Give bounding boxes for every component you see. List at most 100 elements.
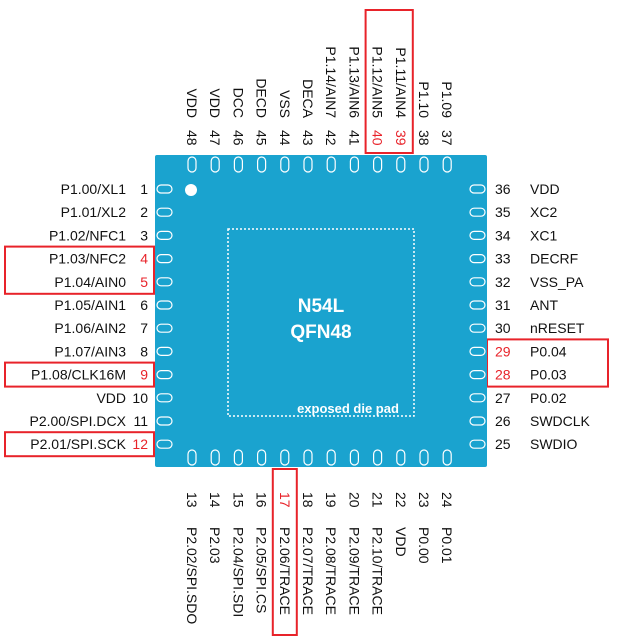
pin-number: 25 xyxy=(495,436,511,452)
pin-number: 46 xyxy=(230,130,246,146)
pin-number: 45 xyxy=(254,130,270,146)
pin-pad xyxy=(470,394,485,402)
pin-number: 3 xyxy=(140,227,148,243)
pin-number: 34 xyxy=(495,227,511,243)
pin-number: 30 xyxy=(495,320,511,336)
pin-number: 11 xyxy=(133,413,148,429)
pin-pad xyxy=(157,255,172,263)
pin-number: 47 xyxy=(207,130,223,146)
pin-pad xyxy=(234,450,242,465)
pin-number: 20 xyxy=(346,492,362,508)
pin-number: 41 xyxy=(346,130,362,146)
pin-number: 22 xyxy=(393,492,409,508)
pin-number: 33 xyxy=(495,251,511,267)
pin-number: 2 xyxy=(140,204,148,220)
pin-pad xyxy=(188,450,196,465)
pin-label: ANT xyxy=(530,297,558,313)
pin-label: P1.03/NFC2 xyxy=(49,251,126,267)
pin-pad xyxy=(157,208,172,216)
pin-label: nRESET xyxy=(530,320,585,336)
pin-number: 28 xyxy=(495,367,511,383)
pin-pad xyxy=(211,157,219,172)
pin1-marker-dot xyxy=(185,184,197,196)
pin-label: P1.07/AIN3 xyxy=(54,343,126,359)
pin-label: SWDIO xyxy=(530,436,578,452)
pin-label: XC1 xyxy=(530,227,557,243)
pin-number: 4 xyxy=(140,251,148,267)
pin-number: 37 xyxy=(439,130,455,146)
pin-pad xyxy=(157,231,172,239)
exposed-die-pad-label: exposed die pad xyxy=(297,401,399,416)
pin-pad xyxy=(304,157,312,172)
pin-pad xyxy=(470,440,485,448)
pin-label: P2.04/SPI.SDI xyxy=(230,527,246,617)
pin-pad xyxy=(157,347,172,355)
pin-label: P1.04/AIN0 xyxy=(54,274,126,290)
pin-label: P0.03 xyxy=(530,367,567,383)
pin-pad xyxy=(304,450,312,465)
pin-number: 36 xyxy=(495,181,511,197)
pin-number: 21 xyxy=(370,492,386,508)
pin-pad xyxy=(281,157,289,172)
pin-number: 48 xyxy=(184,130,200,146)
pin-label: P1.09 xyxy=(439,81,455,118)
pin-label: P2.08/TRACE xyxy=(323,527,339,615)
pin-label: VSS_PA xyxy=(530,274,584,290)
pin-pad xyxy=(397,157,405,172)
pin-label: P1.14/AIN7 xyxy=(323,46,339,118)
pin-label: VDD xyxy=(393,527,409,557)
pin-pad xyxy=(470,301,485,309)
pin-label: P2.03 xyxy=(207,527,223,564)
pin-pad xyxy=(157,278,172,286)
pin-pad xyxy=(258,450,266,465)
pin-number: 12 xyxy=(132,436,148,452)
pin-pad xyxy=(443,157,451,172)
pin-label: DECA xyxy=(300,79,316,119)
pin-label: P1.01/XL2 xyxy=(61,204,127,220)
pin-label: XC2 xyxy=(530,204,557,220)
pin-label: P1.08/CLK16M xyxy=(31,367,126,383)
pin-pad xyxy=(374,157,382,172)
pin-number: 5 xyxy=(140,274,148,290)
pin-number: 9 xyxy=(140,367,148,383)
chip-title-line2: QFN48 xyxy=(290,322,351,343)
pin-number: 10 xyxy=(132,390,148,406)
pin-label: DCC xyxy=(230,88,246,118)
pin-number: 1 xyxy=(140,181,148,197)
pin-number: 19 xyxy=(323,492,339,508)
pin-number: 15 xyxy=(230,492,246,508)
pin-number: 43 xyxy=(300,130,316,146)
pin-label: P1.13/AIN6 xyxy=(346,46,362,118)
pin-number: 23 xyxy=(416,492,432,508)
pin-number: 39 xyxy=(393,130,409,146)
pin-label: P2.10/TRACE xyxy=(370,527,386,615)
chip-title-line1: N54L xyxy=(298,296,345,317)
pin-pad xyxy=(470,324,485,332)
pin-pad xyxy=(350,157,358,172)
pin-label: P0.01 xyxy=(439,527,455,564)
pin-number: 18 xyxy=(300,492,316,508)
pin-label: P1.12/AIN5 xyxy=(370,46,386,118)
pin-pad xyxy=(470,185,485,193)
pin-label: P1.05/AIN1 xyxy=(54,297,126,313)
pin-number: 38 xyxy=(416,130,432,146)
pin-pad xyxy=(157,324,172,332)
pin-label: P0.04 xyxy=(530,343,567,359)
pin-pad xyxy=(470,371,485,379)
pin-pad xyxy=(157,301,172,309)
pin-label: VDD xyxy=(96,390,126,406)
pin-label: VDD xyxy=(530,181,560,197)
pin-number: 27 xyxy=(495,390,511,406)
pin-number: 8 xyxy=(140,343,148,359)
pin-pad xyxy=(157,371,172,379)
pin-label: P1.11/AIN4 xyxy=(393,47,409,118)
pin-label: P2.05/SPI.CS xyxy=(254,527,270,613)
pin-number: 29 xyxy=(495,343,511,359)
pin-pad xyxy=(443,450,451,465)
pin-number: 17 xyxy=(277,492,293,508)
pin-pad xyxy=(470,208,485,216)
pin-label: DECD xyxy=(254,78,270,118)
pin-pad xyxy=(470,231,485,239)
pin-pad xyxy=(327,450,335,465)
